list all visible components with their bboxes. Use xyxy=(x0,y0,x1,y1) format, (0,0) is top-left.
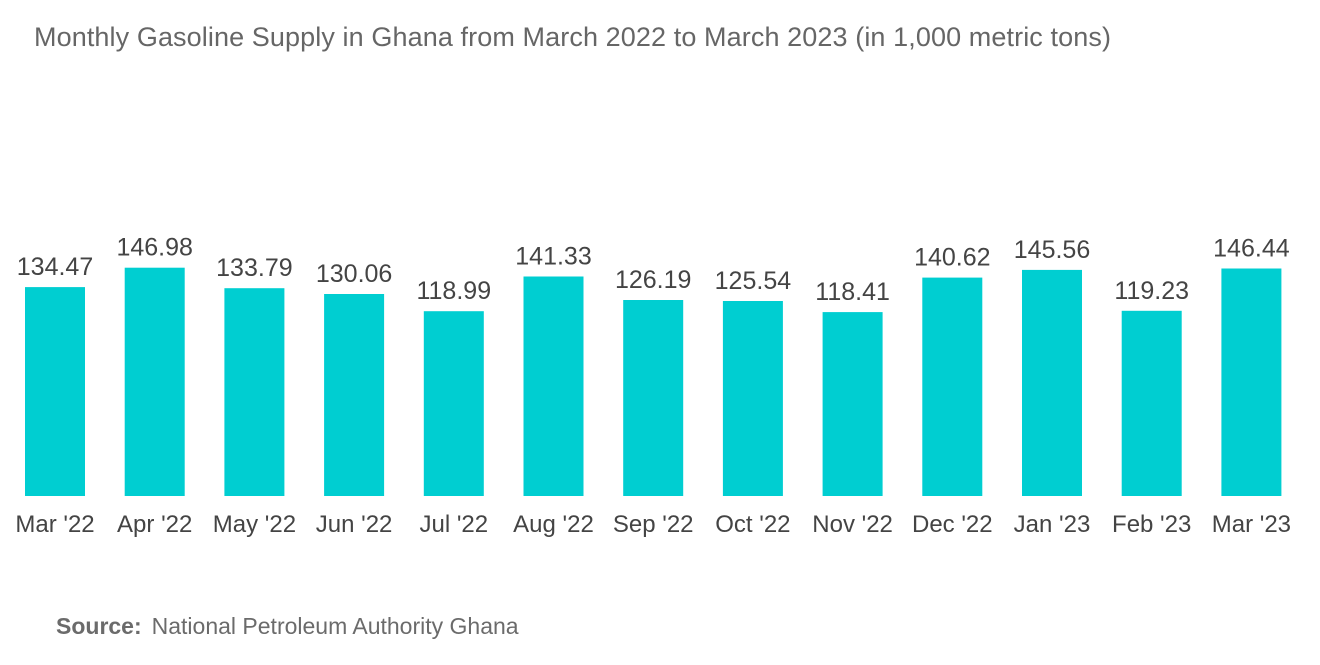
bar-oct-22 xyxy=(722,301,783,496)
x-tick-label-dec-22: Dec '22 xyxy=(912,511,993,538)
bar-jul-22 xyxy=(423,311,484,496)
value-label-jun-22: 130.06 xyxy=(316,260,392,288)
source-label: Source: xyxy=(56,613,142,639)
bar-aug-22 xyxy=(523,276,584,496)
bar-sep-22 xyxy=(623,300,684,496)
bar-jun-22 xyxy=(324,294,385,496)
bar-feb-23 xyxy=(1121,310,1182,496)
bar-dec-22 xyxy=(922,277,983,496)
x-tick-label-sep-22: Sep '22 xyxy=(613,511,694,538)
source-note: Source: National Petroleum Authority Ghan… xyxy=(56,613,519,640)
chart-title: Monthly Gasoline Supply in Ghana from Ma… xyxy=(34,22,1112,52)
value-labels-group: 134.47 146.98 133.79 130.06 118.99 141.33 126.… xyxy=(17,234,1290,306)
value-label-nov-22: 118.41 xyxy=(815,278,890,306)
value-label-jan-23: 145.56 xyxy=(1014,236,1090,264)
source-text: National Petroleum Authority Ghana xyxy=(151,613,519,639)
bar-jan-23 xyxy=(1022,269,1082,496)
bar-mar-23 xyxy=(1221,268,1282,496)
bars-group xyxy=(25,267,1282,496)
bar-nov-22 xyxy=(822,312,883,496)
value-label-apr-22: 146.98 xyxy=(116,234,192,262)
x-tick-label-jun-22: Jun '22 xyxy=(316,511,393,538)
x-tick-label-may-22: May '22 xyxy=(213,511,296,538)
value-label-aug-22: 141.33 xyxy=(515,243,591,271)
x-tick-label-mar-22: Mar '22 xyxy=(15,511,94,538)
x-tick-label-aug-22: Aug '22 xyxy=(513,511,594,538)
bar-apr-22 xyxy=(124,267,185,496)
x-tick-label-jul-22: Jul '22 xyxy=(419,511,488,538)
x-tick-label-nov-22: Nov '22 xyxy=(812,511,893,538)
x-tick-label-jan-23: Jan '23 xyxy=(1014,511,1091,538)
value-label-dec-22: 140.62 xyxy=(914,244,990,272)
x-tick-label-apr-22: Apr '22 xyxy=(117,511,192,538)
x-tick-label-oct-22: Oct '22 xyxy=(715,511,790,538)
bar-mar-22 xyxy=(25,287,85,496)
value-label-mar-22: 134.47 xyxy=(17,253,93,281)
value-label-oct-22: 125.54 xyxy=(715,267,792,295)
value-label-sep-22: 126.19 xyxy=(615,266,691,294)
x-tick-label-feb-23: Feb '23 xyxy=(1112,511,1191,538)
x-axis-tick-labels: Mar '22 Apr '22 May '22 Jun '22 Jul '22 Aug '… xyxy=(15,511,1291,538)
value-label-mar-23: 146.44 xyxy=(1213,235,1290,263)
value-label-jul-22: 118.99 xyxy=(416,277,491,305)
value-label-feb-23: 119.23 xyxy=(1114,277,1189,305)
bar-may-22 xyxy=(224,288,285,496)
x-tick-label-mar-23: Mar '23 xyxy=(1212,511,1291,538)
value-label-may-22: 133.79 xyxy=(216,254,292,282)
bar-chart: 134.47 146.98 133.79 130.06 118.99 141.33 126.… xyxy=(15,234,1291,538)
